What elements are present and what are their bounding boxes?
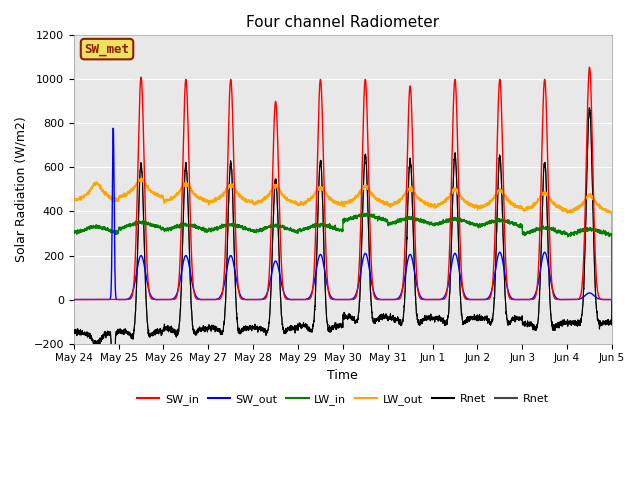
Y-axis label: Solar Radiation (W/m2): Solar Radiation (W/m2) [15, 117, 28, 263]
Title: Four channel Radiometer: Four channel Radiometer [246, 15, 440, 30]
Text: SW_met: SW_met [84, 43, 129, 56]
Legend: SW_in, SW_out, LW_in, LW_out, Rnet, Rnet: SW_in, SW_out, LW_in, LW_out, Rnet, Rnet [132, 389, 553, 409]
X-axis label: Time: Time [328, 369, 358, 382]
